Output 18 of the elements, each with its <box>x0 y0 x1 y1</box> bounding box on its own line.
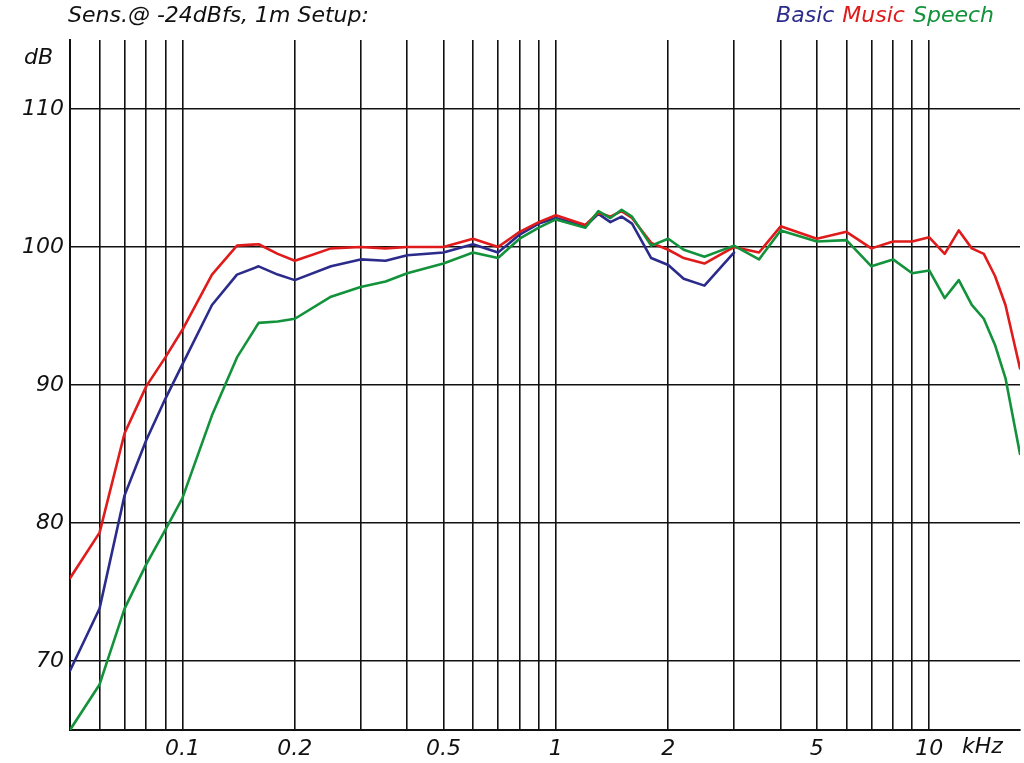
text: Basic <box>776 2 835 27</box>
x-tick-label: 1 <box>548 734 563 760</box>
x-tick-label: 5 <box>809 734 824 760</box>
x-tick-label: 0.5 <box>425 734 461 760</box>
y-axis-title: dB <box>24 44 54 69</box>
y-tick-label: 70 <box>36 646 64 672</box>
y-tick-label: 80 <box>36 508 64 534</box>
text: Speech <box>912 2 994 27</box>
y-tick-label: 90 <box>36 370 64 396</box>
chart-title: Sens.@ -24dBfs, 1m Setup: <box>68 2 369 27</box>
x-tick-label: 0.1 <box>164 734 200 760</box>
x-tick-label: 2 <box>661 734 676 760</box>
y-tick-label: 100 <box>22 232 64 258</box>
y-tick-label: 110 <box>22 94 64 120</box>
x-tick-label: 10 <box>915 734 944 760</box>
x-axis-title: kHz <box>962 733 1003 758</box>
text: Music <box>842 2 905 27</box>
x-tick-label: 0.2 <box>277 734 313 760</box>
